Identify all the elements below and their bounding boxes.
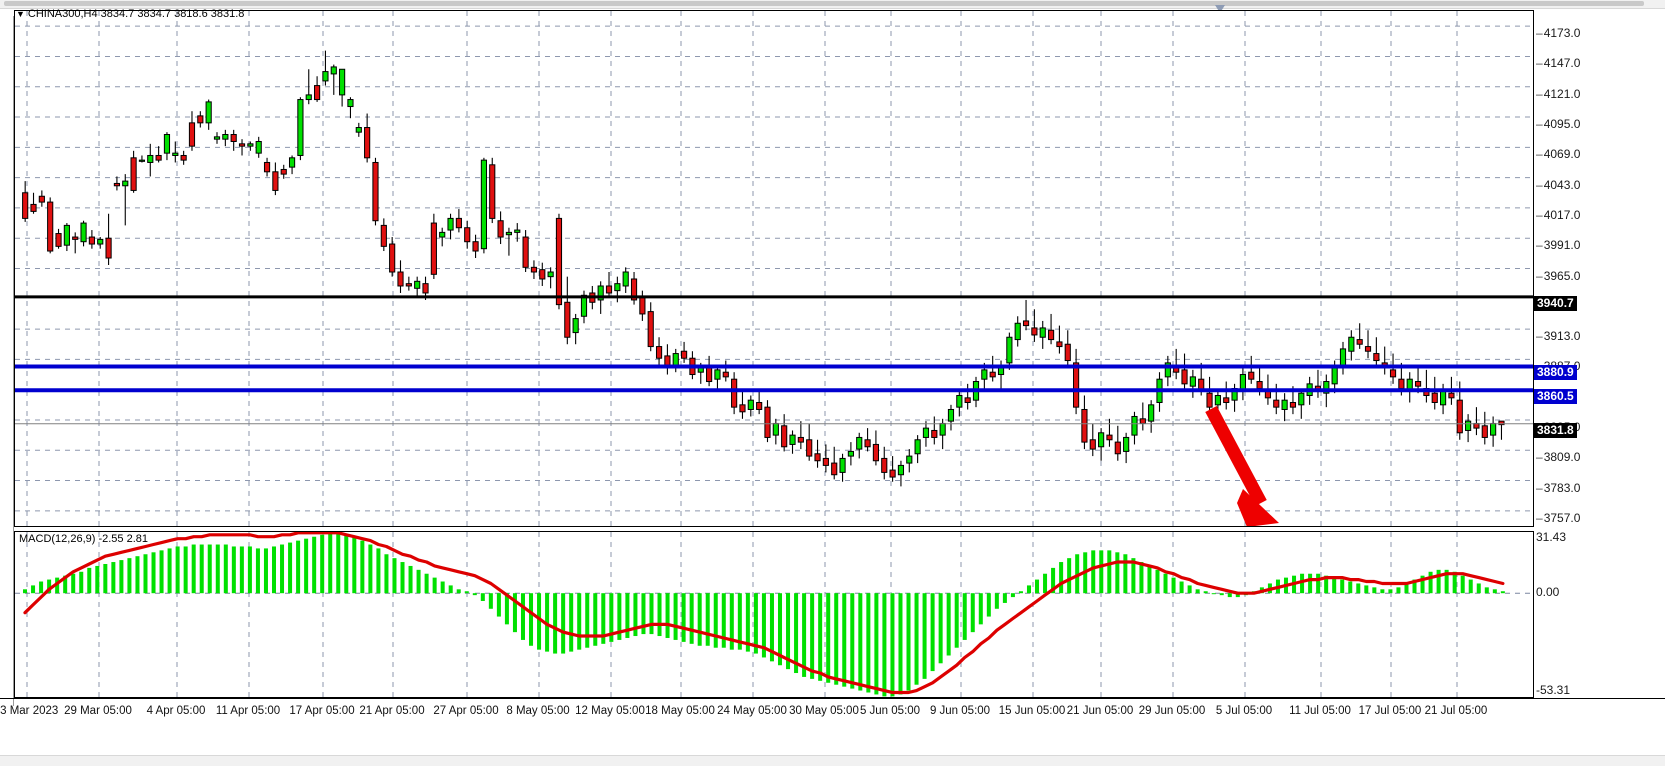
price-axis-tick: –4017.0 <box>1536 207 1581 222</box>
macd-axis-tick: 31.43 <box>1536 530 1567 544</box>
macd-indicator-label: MACD(12,26,9) -2.55 2.81 <box>19 533 149 545</box>
price-axis-tick: –4147.0 <box>1536 56 1581 71</box>
bottom-status-strip <box>0 755 1665 766</box>
time-axis-tick: 11 Jul 05:00 <box>1289 705 1351 717</box>
macd-axis-tick: 0.00 <box>1536 585 1560 600</box>
time-axis[interactable]: 23 Mar 2023 29 Mar 05:00 4 Apr 05:00 11 Apr… <box>0 698 1665 727</box>
macd-pane[interactable]: MACD(12,26,9) -2.55 2.81 <box>14 531 1534 698</box>
price-pane[interactable] <box>14 10 1534 527</box>
price-axis[interactable]: –4173.0 –4147.0 –4121.0 –4095.0 –4069.0 –4043… <box>1534 18 1665 535</box>
horizontal-scrollbar[interactable] <box>0 0 1665 13</box>
macd-axis[interactable]: 31.43 0.00 -53.31 <box>1536 531 1665 698</box>
time-axis-tick: 21 Jul 05:00 <box>1424 705 1488 717</box>
time-axis-tick: 29 Jun 05:00 <box>1138 705 1206 717</box>
time-axis-tick: 17 Apr 05:00 <box>289 705 355 717</box>
price-axis-tick: –4121.0 <box>1536 86 1581 101</box>
price-axis-tick: –4069.0 <box>1536 147 1581 162</box>
price-level-badge[interactable]: 3880.9 <box>1534 365 1577 381</box>
price-axis-tick: –3965.0 <box>1536 268 1581 283</box>
time-axis-tick: 17 Jul 05:00 <box>1358 705 1422 717</box>
price-axis-tick: –4095.0 <box>1536 117 1581 132</box>
bearish-arrow-annotation[interactable] <box>1205 405 1279 526</box>
time-axis-tick: 11 Apr 05:00 <box>215 705 281 717</box>
time-axis-tick: 23 Mar 2023 <box>0 705 59 717</box>
triangle-down-icon[interactable]: ▼ <box>16 9 25 20</box>
price-level-badge[interactable]: 3831.8 <box>1534 422 1577 438</box>
price-axis-tick: –3913.0 <box>1536 329 1581 344</box>
symbol-header: ▼ CHINA300,H4 3834.7 3834.7 3818.6 3831.8 <box>16 8 244 20</box>
price-axis-tick: –3991.0 <box>1536 238 1581 253</box>
time-axis-tick: 8 May 05:00 <box>506 705 570 717</box>
time-axis-tick: 18 May 05:00 <box>645 705 715 717</box>
time-axis-tick: 27 Apr 05:00 <box>433 705 499 717</box>
macd-chart-svg <box>15 532 1533 697</box>
time-axis-tick: 24 May 05:00 <box>717 705 787 717</box>
left-gutter <box>0 16 14 706</box>
scrollbar-thumb[interactable] <box>4 1 1644 6</box>
time-axis-tick: 29 Mar 05:00 <box>64 705 132 717</box>
price-axis-tick: –4173.0 <box>1536 26 1581 41</box>
price-axis-tick: –3783.0 <box>1536 480 1581 495</box>
chart-canvas-area: ▼ CHINA300,H4 3834.7 3834.7 3818.6 3831.8… <box>0 8 1665 765</box>
time-axis-tick: 21 Apr 05:00 <box>359 705 425 717</box>
time-axis-tick: 12 May 05:00 <box>575 705 645 717</box>
time-axis-tick: 4 Apr 05:00 <box>146 705 206 717</box>
time-axis-tick: 21 Jun 05:00 <box>1066 705 1134 717</box>
price-level-badge[interactable]: 3940.7 <box>1534 295 1577 311</box>
price-chart-svg <box>15 11 1533 526</box>
time-axis-tick: 30 May 05:00 <box>789 705 859 717</box>
time-axis-tick: 5 Jul 05:00 <box>1215 705 1273 717</box>
price-level-badge[interactable]: 3860.5 <box>1534 389 1577 405</box>
price-axis-tick: –3809.0 <box>1536 450 1581 465</box>
macd-axis-tick: -53.31 <box>1536 683 1571 697</box>
price-axis-tick: –3757.0 <box>1536 510 1581 525</box>
time-axis-tick: 9 Jun 05:00 <box>929 705 991 717</box>
time-axis-tick: 5 Jun 05:00 <box>859 705 921 717</box>
price-axis-tick: –4043.0 <box>1536 177 1581 192</box>
time-axis-tick: 15 Jun 05:00 <box>998 705 1066 717</box>
scroll-position-marker <box>1215 0 1225 13</box>
symbol-header-label: CHINA300,H4 3834.7 3834.7 3818.6 3831.8 <box>27 8 245 20</box>
